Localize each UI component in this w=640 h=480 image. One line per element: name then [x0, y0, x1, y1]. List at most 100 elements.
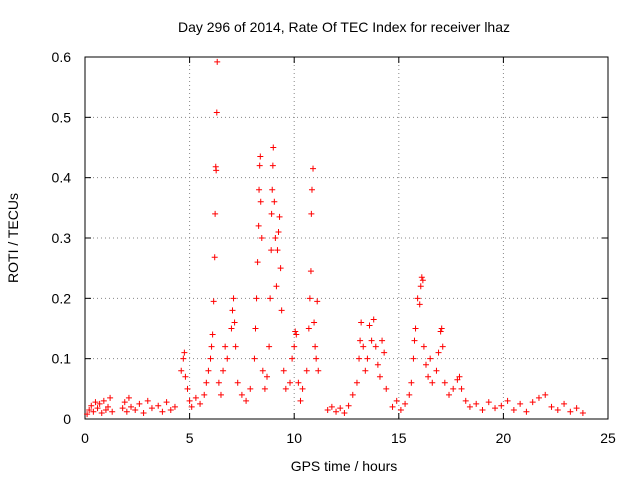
- data-point: [433, 367, 440, 374]
- data-point: [222, 343, 229, 350]
- data-point: [458, 385, 465, 392]
- data-point: [186, 397, 193, 404]
- data-point: [269, 186, 276, 193]
- data-point: [255, 222, 262, 229]
- data-point: [548, 403, 555, 410]
- data-point: [303, 367, 310, 374]
- data-point: [228, 325, 235, 332]
- data-point: [454, 376, 461, 383]
- data-point: [485, 399, 492, 406]
- data-point: [213, 167, 220, 174]
- data-point: [90, 408, 97, 415]
- data-point: [119, 405, 126, 412]
- data-point: [192, 394, 199, 401]
- data-point: [272, 235, 279, 241]
- data-point: [425, 373, 432, 380]
- data-point: [523, 408, 530, 415]
- data-point: [257, 198, 264, 205]
- data-point: [456, 373, 463, 380]
- data-point: [178, 367, 185, 374]
- data-point: [167, 406, 174, 413]
- data-point: [567, 408, 574, 415]
- data-point: [251, 355, 258, 362]
- chart-title: Day 296 of 2014, Rate Of TEC Index for r…: [178, 19, 510, 35]
- data-point: [238, 391, 245, 398]
- data-point: [140, 409, 147, 416]
- data-point: [203, 379, 210, 386]
- data-point: [292, 328, 299, 335]
- data-point: [466, 403, 473, 410]
- data-point: [271, 198, 278, 205]
- data-point: [180, 355, 187, 362]
- data-point: [427, 355, 434, 362]
- data-point: [234, 379, 241, 386]
- data-point: [266, 343, 273, 350]
- y-tick-label: 0.4: [52, 170, 72, 186]
- data-point: [306, 295, 313, 302]
- data-point: [535, 394, 542, 401]
- data-point: [341, 409, 348, 416]
- data-point: [84, 411, 91, 418]
- data-point: [289, 355, 296, 362]
- data-point: [504, 397, 511, 404]
- data-point: [217, 391, 224, 398]
- x-tick-label: 25: [600, 430, 616, 446]
- data-point: [267, 295, 274, 302]
- data-point: [224, 355, 231, 362]
- data-point: [313, 355, 320, 362]
- data-point: [333, 408, 340, 415]
- data-point: [402, 400, 409, 407]
- y-tick-label: 0.1: [52, 351, 72, 367]
- data-point: [393, 397, 400, 404]
- data-point: [92, 399, 99, 406]
- data-point: [259, 367, 266, 374]
- data-point: [163, 399, 170, 406]
- data-point: [184, 385, 191, 392]
- data-point: [356, 355, 363, 362]
- data-point: [311, 319, 318, 326]
- data-point: [383, 385, 390, 392]
- data-point: [230, 295, 237, 302]
- data-point: [397, 406, 404, 413]
- data-point: [86, 406, 93, 413]
- data-point: [307, 268, 314, 275]
- data-point: [264, 373, 271, 380]
- data-point: [554, 406, 561, 413]
- data-point: [412, 325, 419, 332]
- data-point: [353, 379, 360, 386]
- data-point: [270, 144, 277, 151]
- data-point: [243, 397, 250, 404]
- data-point: [276, 213, 283, 220]
- data-point: [435, 349, 442, 356]
- data-point: [418, 274, 425, 281]
- data-point: [282, 385, 289, 392]
- data-point: [201, 391, 208, 398]
- data-point: [197, 400, 204, 407]
- data-point: [209, 331, 216, 338]
- data-point: [345, 402, 352, 409]
- data-point: [410, 355, 417, 362]
- data-point: [128, 403, 135, 410]
- data-point: [268, 210, 275, 217]
- data-point: [510, 406, 517, 413]
- data-point: [256, 162, 263, 169]
- data-point: [360, 343, 367, 350]
- data-point: [291, 343, 298, 350]
- data-point: [349, 391, 356, 398]
- data-point: [357, 337, 364, 344]
- data-point: [299, 385, 306, 392]
- data-point: [328, 403, 335, 410]
- data-point: [389, 403, 396, 410]
- data-point: [98, 409, 105, 416]
- y-tick-label: 0: [63, 411, 71, 427]
- data-point: [439, 343, 446, 350]
- data-point: [437, 328, 444, 335]
- data-point: [366, 322, 373, 329]
- data-point: [287, 379, 294, 386]
- data-point: [121, 399, 128, 406]
- x-axis-label: GPS time / hours: [291, 458, 398, 474]
- data-point: [231, 319, 238, 326]
- data-point: [220, 367, 227, 374]
- axis-ticks: 0 5 10 15 20 25 0 0.1 0.2 0.3 0.4 0.5 0.6: [52, 49, 616, 446]
